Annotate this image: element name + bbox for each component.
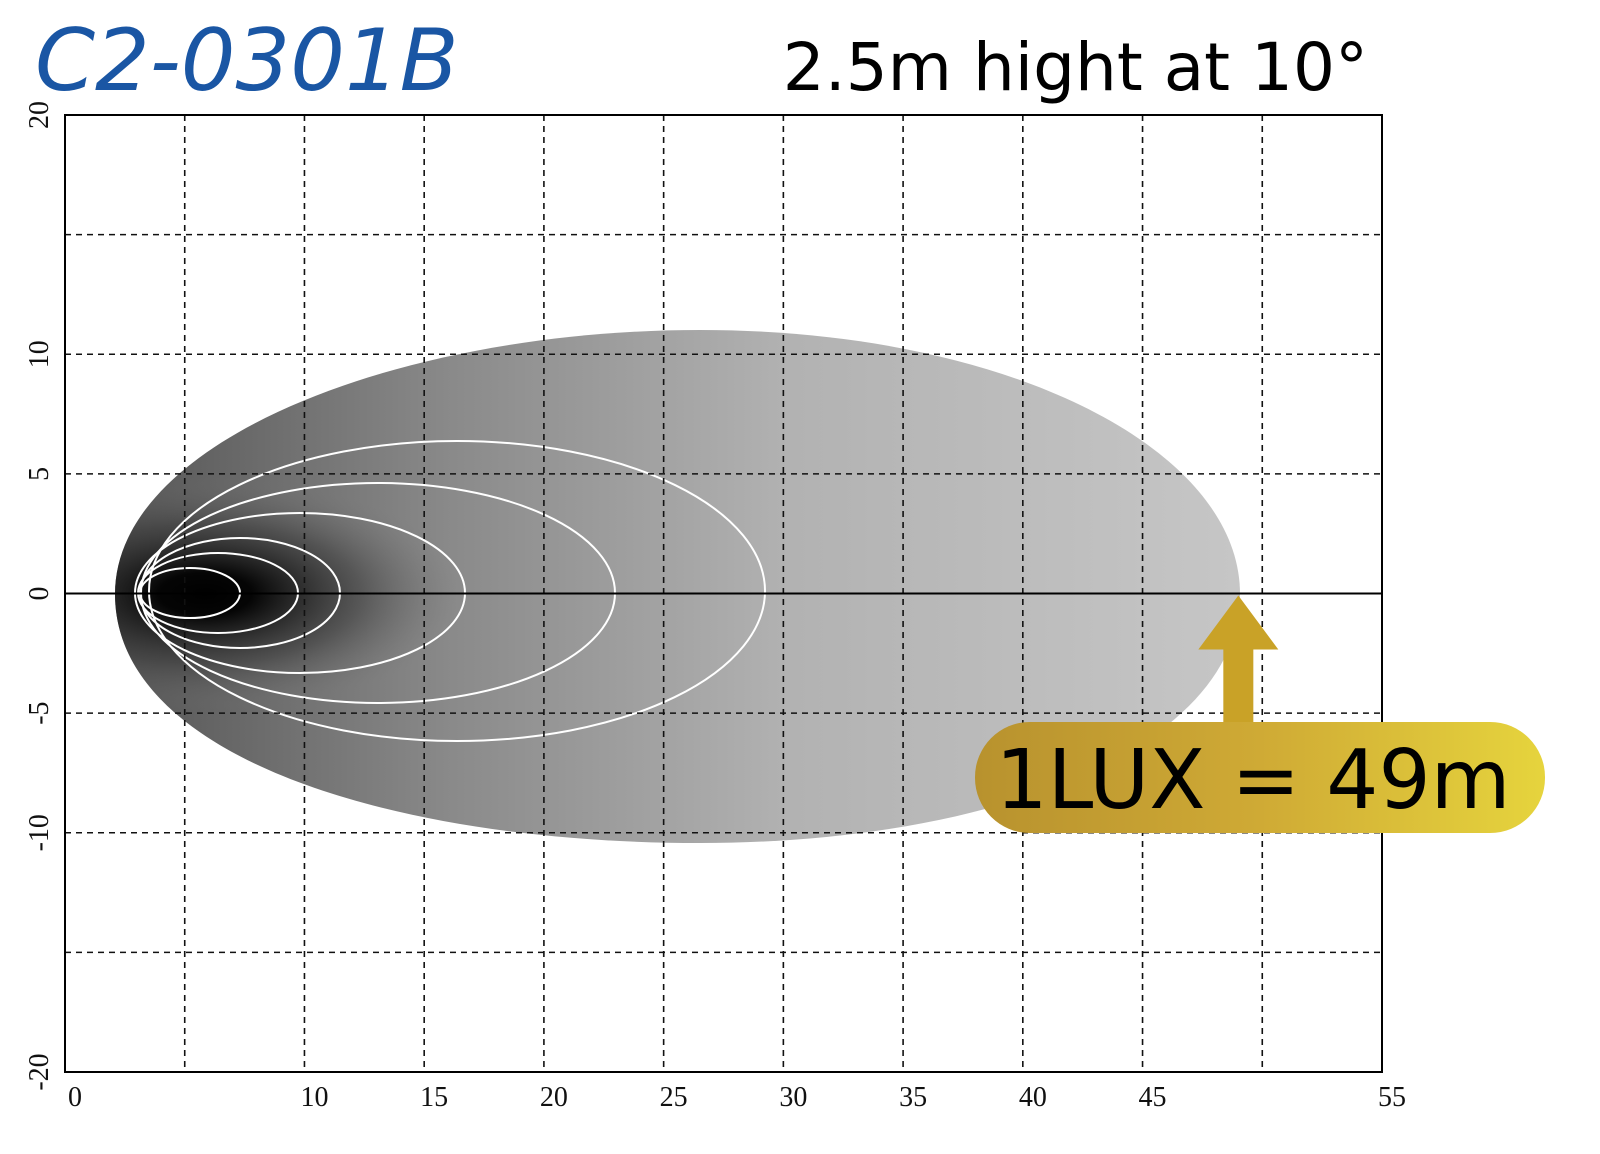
x-tick-label: 25: [660, 1082, 688, 1113]
y-tick-label: -20: [24, 1053, 55, 1090]
x-tick-label: 30: [779, 1082, 807, 1113]
x-tick-label: 45: [1139, 1082, 1167, 1113]
x-tick-label: 0: [68, 1082, 82, 1113]
y-tick-label: 5: [24, 467, 55, 481]
illuminance-core: [115, 330, 1240, 843]
annotation-box: [975, 722, 1545, 833]
y-tick-label: -10: [24, 814, 55, 851]
chart-subtitle: 2.5m hight at 10°: [783, 29, 1368, 106]
x-tick-label: 35: [899, 1082, 927, 1113]
y-tick-label: -5: [24, 701, 55, 724]
x-tick-label: 10: [300, 1082, 328, 1113]
x-tick-label: 55: [1378, 1082, 1406, 1113]
x-tick-label: 15: [420, 1082, 448, 1113]
plot-area: [115, 330, 1240, 843]
plot-frame: [64, 114, 1383, 1073]
x-tick-label: 40: [1019, 1082, 1047, 1113]
annotation-text: 1LUX = 49m: [995, 733, 1510, 828]
y-tick-label: 10: [24, 340, 55, 368]
annotation-arrow: [1198, 595, 1279, 724]
y-tick-label: 20: [24, 101, 55, 129]
chart-title: C2-0301B: [35, 11, 459, 111]
y-tick-label: 0: [24, 587, 55, 601]
x-tick-label: 20: [540, 1082, 568, 1113]
contour: [148, 440, 766, 742]
